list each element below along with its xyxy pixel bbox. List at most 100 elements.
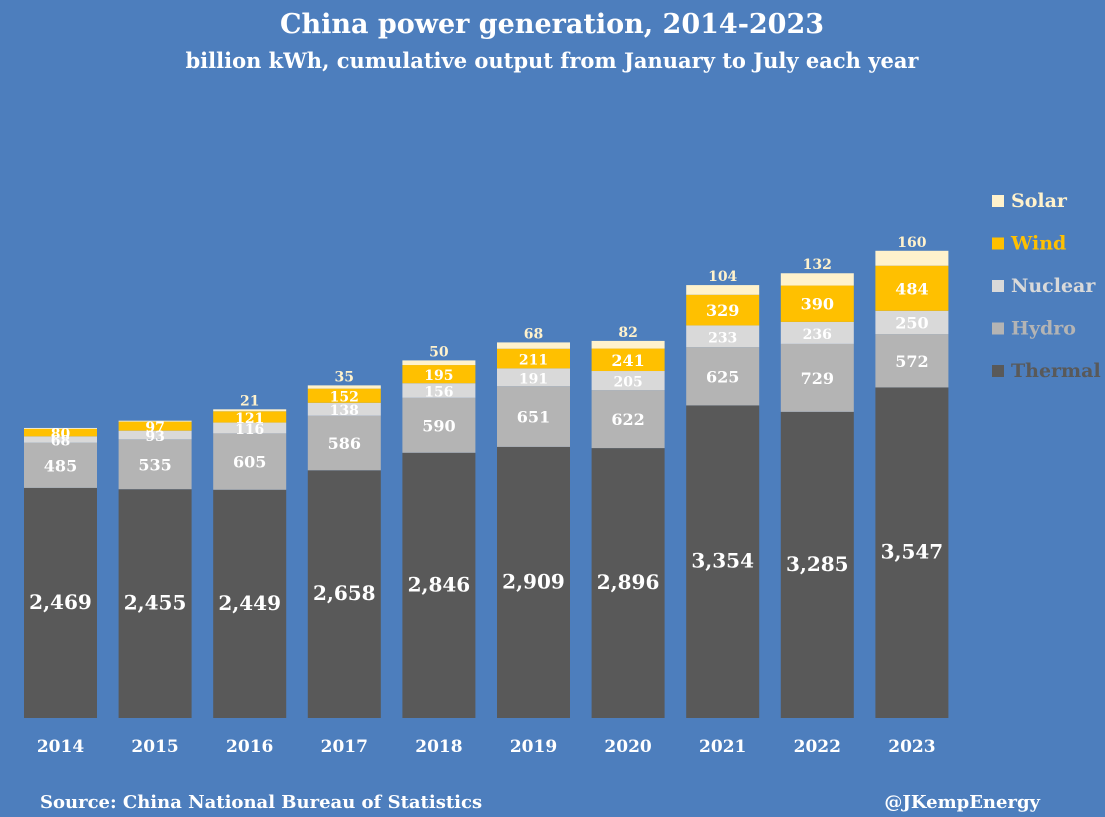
bar-hydro-2021 (686, 347, 760, 406)
x-tick-label-2019: 2019 (510, 737, 557, 757)
x-tick-label-2016: 2016 (226, 737, 273, 757)
bar-hydro-2019 (497, 386, 570, 447)
x-tick-label-2018: 2018 (415, 737, 462, 757)
data-label-wind-2015: 97 (145, 420, 164, 436)
bar-solar-2020 (591, 340, 665, 349)
data-label-solar-2022: 132 (803, 257, 832, 273)
bar-hydro-2022 (780, 343, 854, 412)
data-label-nuclear-2017: 138 (330, 403, 359, 419)
bar-nuclear-2022 (780, 321, 854, 344)
bar-hydro-2016 (213, 433, 287, 490)
data-label-thermal-2014: 2,469 (29, 590, 92, 614)
data-label-thermal-2020: 2,896 (597, 570, 660, 594)
legend-label-nuclear: Nuclear (1011, 275, 1096, 297)
data-label-thermal-2021: 3,354 (691, 549, 754, 573)
data-label-nuclear-2021: 233 (708, 330, 737, 346)
data-label-wind-2022: 390 (801, 295, 834, 314)
data-label-solar-2017: 35 (335, 369, 354, 385)
bar-nuclear-2021 (686, 325, 760, 348)
legend-swatch-nuclear (992, 280, 1004, 292)
bar-nuclear-2014 (24, 436, 97, 443)
bar-hydro-2014 (24, 442, 97, 488)
data-label-wind-2021: 329 (706, 301, 739, 320)
data-label-thermal-2022: 3,285 (786, 552, 849, 576)
bar-thermal-2019 (497, 446, 570, 718)
bar-wind-2017 (307, 388, 381, 403)
data-label-nuclear-2022: 236 (803, 327, 832, 343)
bar-thermal-2016 (213, 489, 287, 718)
bar-hydro-2015 (118, 439, 192, 490)
data-label-wind-2018: 195 (424, 368, 453, 384)
data-label-nuclear-2018: 156 (424, 384, 453, 400)
legend-label-hydro: Hydro (1011, 318, 1076, 340)
legend-label-thermal: Thermal (1011, 360, 1101, 382)
chart-title: China power generation, 2014-2023 (280, 9, 824, 40)
data-label-hydro-2021: 625 (706, 367, 739, 386)
bar-wind-2022 (780, 285, 854, 322)
bar-solar-2019 (497, 342, 570, 349)
data-label-thermal-2015: 2,455 (124, 591, 187, 615)
bar-nuclear-2015 (118, 430, 192, 440)
bar-wind-2018 (402, 365, 476, 384)
bar-hydro-2017 (307, 415, 381, 471)
bar-wind-2020 (591, 348, 665, 372)
data-label-nuclear-2020: 205 (613, 375, 642, 391)
legend-label-solar: Solar (1011, 190, 1068, 212)
bar-solar-2017 (307, 385, 381, 389)
data-label-solar-2020: 82 (618, 325, 637, 341)
data-label-nuclear-2019: 191 (519, 371, 548, 387)
bar-solar-2023 (875, 250, 949, 266)
bar-thermal-2015 (118, 489, 192, 718)
data-label-nuclear-2015: 93 (145, 429, 164, 445)
bar-wind-2021 (686, 294, 760, 326)
data-labels-layer: 2,46948568802,45553593972,44960511612121… (29, 235, 943, 615)
data-label-hydro-2015: 535 (138, 455, 171, 474)
bar-hydro-2018 (402, 397, 476, 453)
bar-nuclear-2019 (497, 368, 570, 387)
bar-nuclear-2020 (591, 371, 665, 391)
data-label-thermal-2019: 2,909 (502, 569, 565, 593)
bar-solar-2022 (780, 273, 854, 286)
x-tick-label-2020: 2020 (604, 737, 651, 757)
x-tick-label-2021: 2021 (699, 737, 746, 757)
data-label-hydro-2023: 572 (895, 352, 928, 371)
bar-solar-2015 (118, 420, 192, 422)
author-handle: @JKempEnergy (884, 792, 1040, 813)
bar-solar-2018 (402, 360, 476, 366)
legend-label-wind: Wind (1010, 233, 1066, 255)
data-label-wind-2017: 152 (330, 390, 359, 406)
x-tick-label-2014: 2014 (37, 737, 84, 757)
source-note: Source: China National Bureau of Statist… (40, 792, 482, 813)
bar-thermal-2018 (402, 452, 476, 718)
bar-solar-2014 (24, 427, 97, 429)
bar-thermal-2022 (780, 411, 854, 718)
bar-wind-2019 (497, 348, 570, 369)
bar-wind-2014 (24, 428, 97, 437)
data-label-nuclear-2014: 68 (51, 434, 70, 450)
bar-nuclear-2018 (402, 383, 476, 398)
legend-swatch-thermal (992, 365, 1004, 377)
x-tick-label-2023: 2023 (888, 737, 935, 757)
chart-subtitle: billion kWh, cumulative output from Janu… (185, 48, 919, 73)
data-label-solar-2016: 21 (240, 393, 259, 409)
data-label-wind-2023: 484 (895, 279, 928, 298)
legend-swatch-wind (992, 237, 1004, 250)
legend-swatch-hydro (992, 322, 1004, 335)
data-label-nuclear-2016: 116 (235, 422, 264, 438)
data-label-thermal-2018: 2,846 (408, 572, 471, 596)
x-tick-label-2017: 2017 (321, 737, 368, 757)
data-label-hydro-2017: 586 (328, 434, 361, 453)
data-label-hydro-2016: 605 (233, 453, 266, 472)
x-tick-label-2022: 2022 (794, 737, 841, 757)
bar-nuclear-2023 (875, 310, 949, 335)
bar-thermal-2023 (875, 387, 949, 718)
x-axis-ticks: 2014 2015 2016 2017 2018 2019 2020 2021 2022 2023 (37, 737, 936, 757)
data-label-hydro-2022: 729 (801, 369, 834, 388)
data-label-wind-2014: 80 (51, 427, 71, 443)
bars-layer (24, 250, 949, 718)
data-label-hydro-2014: 485 (44, 456, 77, 475)
data-label-wind-2016: 121 (235, 411, 264, 427)
bar-nuclear-2016 (213, 422, 287, 434)
bar-nuclear-2017 (307, 402, 381, 416)
